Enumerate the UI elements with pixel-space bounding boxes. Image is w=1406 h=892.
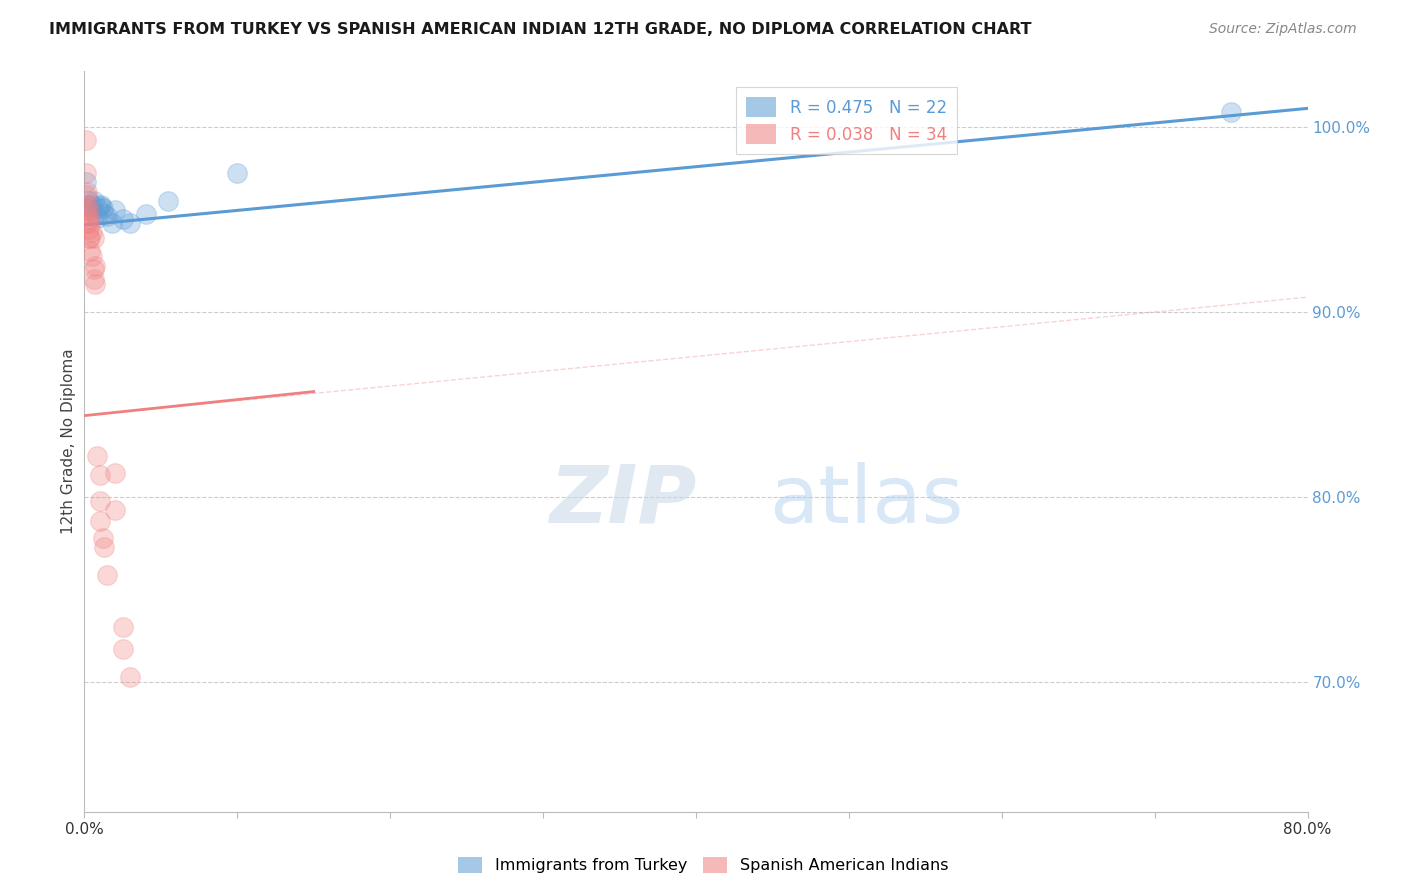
Point	[90, 197, 112, 211]
Point	[77, 194, 100, 208]
Legend: Immigrants from Turkey, Spanish American Indians: Immigrants from Turkey, Spanish American…	[451, 850, 955, 880]
Point	[86, 211, 108, 225]
Point	[83, 194, 105, 208]
Point	[80, 226, 103, 240]
Point	[80, 197, 103, 211]
Point	[75, 175, 97, 190]
Point	[120, 670, 142, 684]
Point	[111, 641, 134, 656]
Point	[83, 271, 105, 285]
Point	[83, 262, 105, 277]
Point	[96, 567, 118, 582]
Point	[157, 194, 180, 208]
Point	[84, 259, 107, 273]
Point	[89, 467, 111, 482]
Point	[84, 207, 107, 221]
Point	[1220, 105, 1243, 120]
Point	[135, 207, 157, 221]
Point	[77, 203, 100, 218]
Point	[93, 207, 115, 221]
Point	[76, 216, 98, 230]
Point	[75, 166, 97, 180]
Point	[79, 231, 101, 245]
Point	[80, 249, 103, 263]
Point	[76, 185, 98, 199]
Point	[77, 212, 100, 227]
Point	[89, 199, 111, 213]
Point	[91, 202, 114, 216]
Point	[75, 133, 97, 147]
Point	[120, 216, 142, 230]
Point	[79, 244, 101, 258]
Point	[104, 466, 127, 480]
Point	[76, 197, 98, 211]
Point	[75, 203, 97, 218]
Point	[86, 450, 108, 464]
Y-axis label: 12th Grade, No Diploma: 12th Grade, No Diploma	[60, 349, 76, 534]
Point	[84, 277, 107, 292]
Point	[76, 207, 98, 221]
Point	[104, 203, 127, 218]
Legend: R = 0.475   N = 22, R = 0.038   N = 34: R = 0.475 N = 22, R = 0.038 N = 34	[737, 87, 956, 154]
Point	[104, 503, 127, 517]
Point	[79, 202, 101, 216]
Text: ZIP: ZIP	[550, 462, 696, 540]
Point	[226, 166, 249, 180]
Point	[83, 231, 105, 245]
Point	[91, 531, 114, 545]
Point	[111, 620, 134, 634]
Point	[101, 216, 124, 230]
Point	[79, 216, 101, 230]
Point	[89, 514, 111, 528]
Text: IMMIGRANTS FROM TURKEY VS SPANISH AMERICAN INDIAN 12TH GRADE, NO DIPLOMA CORRELA: IMMIGRANTS FROM TURKEY VS SPANISH AMERIC…	[49, 22, 1032, 37]
Point	[89, 493, 111, 508]
Text: Source: ZipAtlas.com: Source: ZipAtlas.com	[1209, 22, 1357, 37]
Point	[96, 209, 118, 223]
Point	[76, 197, 98, 211]
Point	[93, 540, 115, 554]
Point	[77, 231, 100, 245]
Point	[77, 221, 100, 235]
Point	[111, 212, 134, 227]
Point	[87, 202, 110, 216]
Text: atlas: atlas	[769, 462, 963, 540]
Point	[75, 188, 97, 202]
